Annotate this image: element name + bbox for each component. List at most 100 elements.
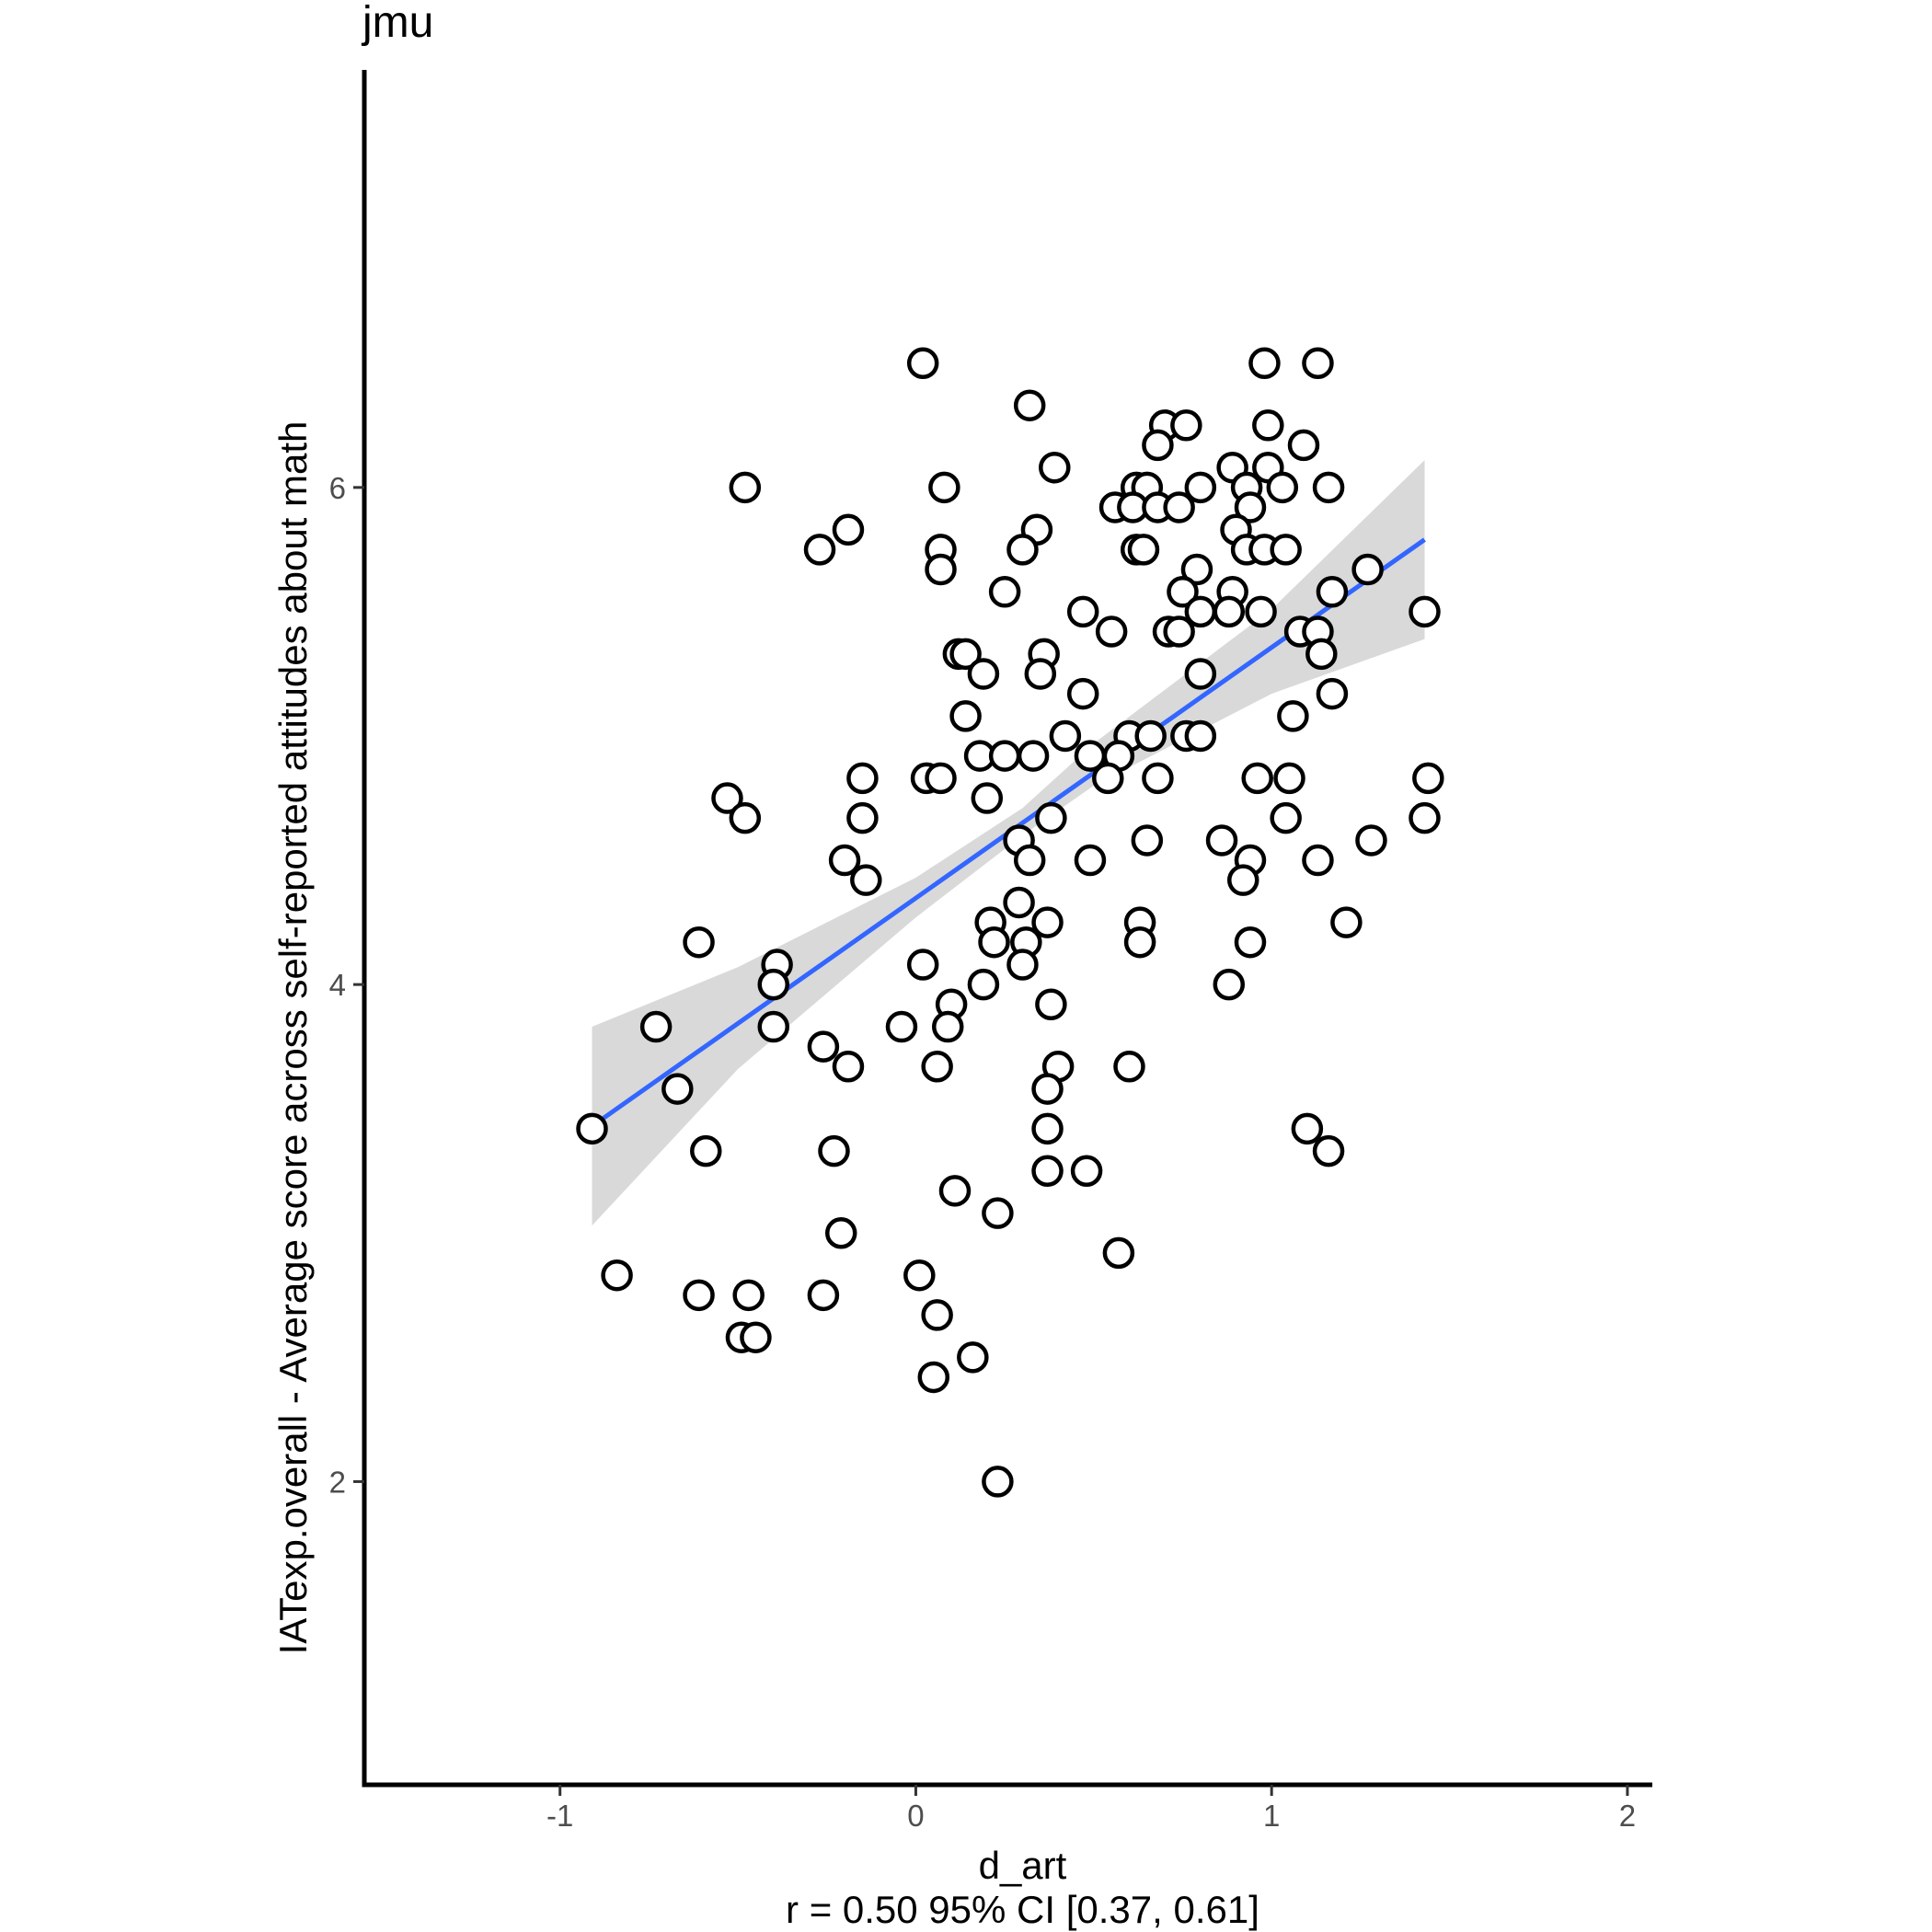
- data-point: [971, 782, 1004, 814]
- y-axis-label: IATexp.overall - Average score across se…: [271, 421, 315, 1655]
- data-point: [1273, 762, 1305, 795]
- data-point: [1316, 677, 1349, 710]
- data-point: [928, 471, 960, 504]
- data-point: [1213, 968, 1246, 1001]
- data-point: [925, 762, 957, 795]
- data-point: [757, 1010, 790, 1043]
- data-point: [1095, 615, 1128, 648]
- data-point: [949, 700, 982, 732]
- data-point: [846, 762, 879, 795]
- data-point: [1312, 471, 1345, 504]
- y-tick-label: 4: [329, 968, 346, 1002]
- data-point: [1006, 949, 1039, 981]
- data-point: [832, 513, 865, 546]
- data-point: [1330, 906, 1363, 938]
- data-point: [1031, 1112, 1064, 1145]
- data-point: [1180, 553, 1213, 586]
- data-point: [683, 926, 715, 959]
- data-point: [921, 1299, 953, 1331]
- data-point: [925, 553, 957, 586]
- data-point: [757, 968, 790, 1001]
- data-point: [967, 658, 1000, 690]
- data-point: [1351, 553, 1384, 586]
- data-point: [1302, 347, 1334, 380]
- ticks-layer: -1 0 1 2 2 4 6: [329, 471, 1636, 1833]
- points-layer: [576, 347, 1444, 1498]
- y-tick-label: 2: [329, 1465, 346, 1499]
- data-point: [1226, 864, 1259, 896]
- data-point: [732, 1279, 765, 1312]
- data-point: [576, 1112, 608, 1145]
- data-point: [1412, 762, 1444, 795]
- data-point: [885, 1010, 918, 1043]
- data-point: [1409, 801, 1441, 834]
- x-tick-label: 1: [1263, 1799, 1280, 1833]
- data-point: [1234, 926, 1267, 959]
- data-point: [1241, 762, 1273, 795]
- data-point: [921, 1051, 953, 1083]
- data-point: [1270, 534, 1302, 566]
- data-point: [1066, 677, 1099, 710]
- axes-layer: [362, 70, 1652, 1788]
- data-point: [690, 1134, 722, 1167]
- data-point: [711, 782, 743, 814]
- data-point: [932, 1010, 964, 1043]
- data-point: [1205, 824, 1238, 857]
- data-point: [1252, 409, 1284, 442]
- data-point: [818, 1134, 850, 1167]
- data-point: [957, 1341, 989, 1374]
- data-point: [1074, 844, 1107, 877]
- data-point: [982, 1466, 1014, 1498]
- data-point: [1031, 1073, 1064, 1105]
- data-point: [639, 1010, 673, 1043]
- data-point: [967, 968, 1000, 1001]
- data-point: [828, 844, 861, 877]
- data-point: [1127, 534, 1160, 566]
- data-point: [982, 1197, 1014, 1229]
- data-point: [850, 864, 882, 896]
- data-point: [683, 1279, 715, 1312]
- data-point: [1013, 844, 1046, 877]
- data-point: [1163, 615, 1195, 648]
- data-point: [1142, 762, 1174, 795]
- data-point: [1035, 801, 1067, 834]
- data-point: [1039, 451, 1071, 484]
- data-point: [1302, 844, 1334, 877]
- data-point: [1066, 595, 1099, 628]
- x-tick-label: 0: [907, 1799, 924, 1833]
- data-point: [803, 534, 836, 566]
- data-point: [1305, 638, 1338, 671]
- chart-title: jmu: [361, 0, 433, 47]
- data-point: [807, 1030, 840, 1063]
- data-point: [1049, 719, 1082, 753]
- data-point: [1245, 595, 1277, 628]
- data-point: [1024, 658, 1057, 690]
- data-point: [661, 1073, 694, 1105]
- data-point: [938, 1175, 972, 1207]
- data-point: [1270, 801, 1302, 834]
- data-point: [832, 1051, 865, 1083]
- y-tick-label: 6: [329, 471, 346, 505]
- data-point: [729, 801, 762, 834]
- data-point: [1031, 906, 1064, 938]
- data-point: [1287, 429, 1320, 462]
- data-point: [740, 1321, 772, 1353]
- x-tick-label: 2: [1619, 1799, 1636, 1833]
- x-tick-label: -1: [546, 1799, 573, 1833]
- data-point: [1017, 740, 1050, 772]
- data-point: [1409, 595, 1441, 628]
- data-point: [1070, 1155, 1103, 1187]
- data-point: [1003, 886, 1035, 919]
- data-point: [906, 949, 939, 981]
- data-point: [824, 1217, 857, 1249]
- data-point: [601, 1259, 633, 1292]
- data-point: [1312, 1134, 1345, 1167]
- data-point: [903, 1259, 936, 1292]
- data-point: [1142, 429, 1174, 462]
- data-point: [1234, 491, 1267, 523]
- data-point: [988, 576, 1021, 608]
- data-point: [1266, 471, 1299, 504]
- data-point: [1092, 762, 1124, 795]
- data-point: [1184, 658, 1217, 690]
